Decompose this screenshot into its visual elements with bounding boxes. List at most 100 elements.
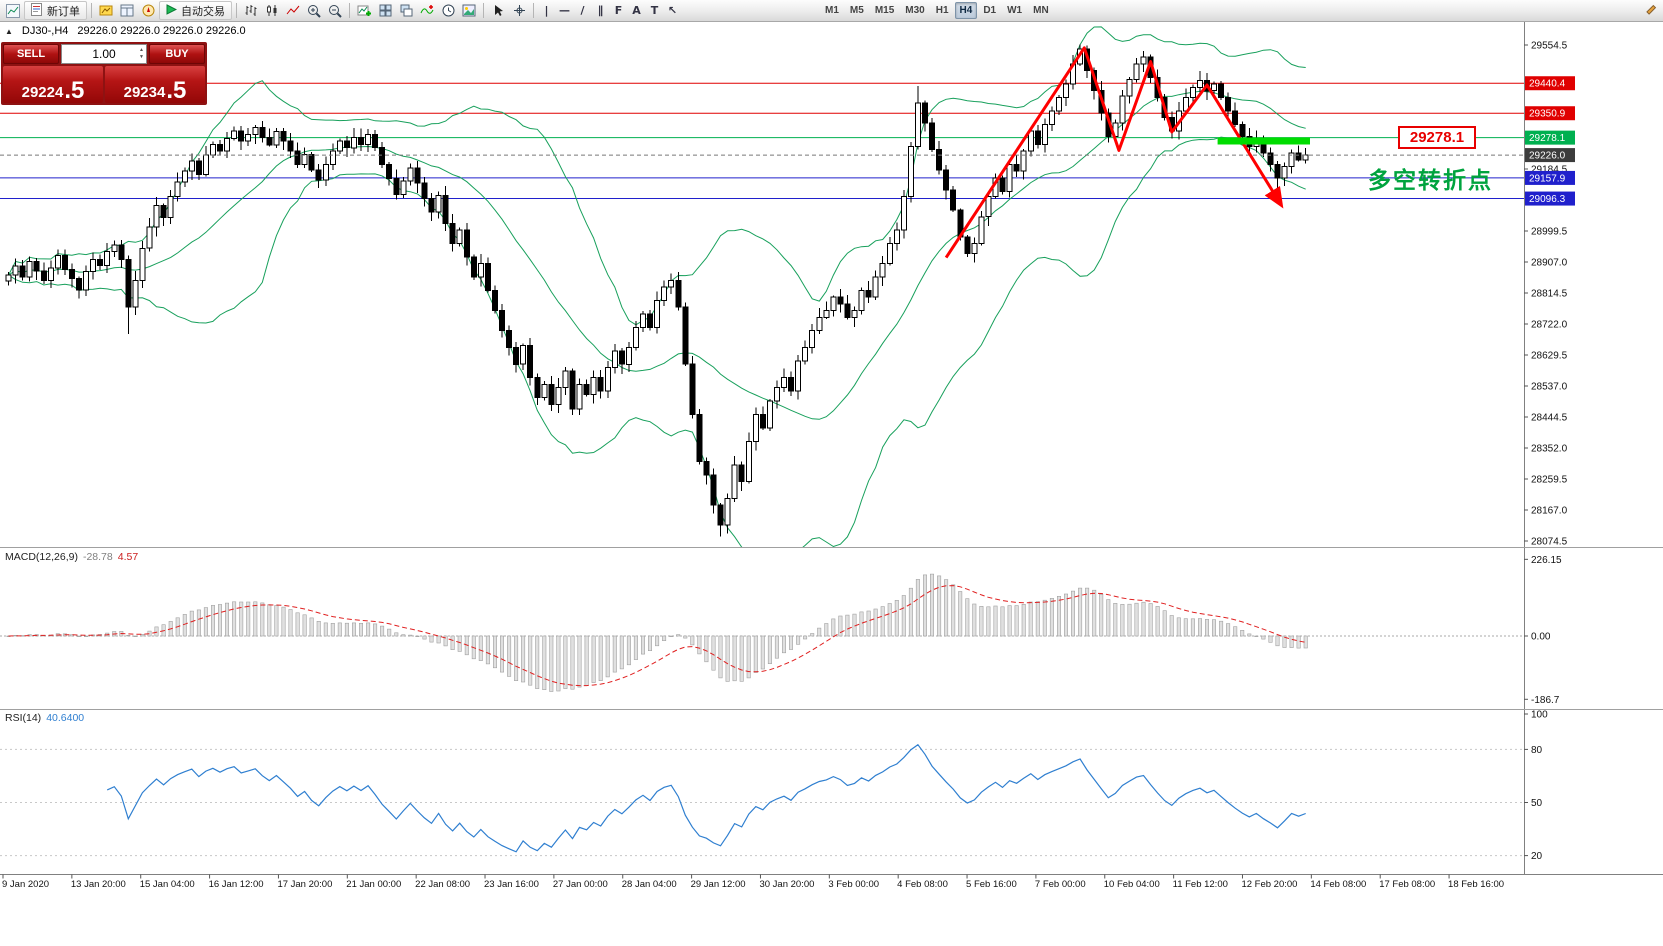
new-chart-icon[interactable] xyxy=(354,2,374,20)
candlestick-chart-icon[interactable] xyxy=(262,2,282,20)
toolbar-right-group xyxy=(1640,2,1660,20)
svg-text:29440.4: 29440.4 xyxy=(1529,79,1566,90)
tf-h4[interactable]: H4 xyxy=(954,2,978,19)
new-order-icon xyxy=(31,2,43,19)
sell-price-frac: .5 xyxy=(64,77,85,104)
new-order-button[interactable]: 新订单 xyxy=(24,1,87,20)
toolbar-separator xyxy=(533,3,534,18)
svg-text:29350.9: 29350.9 xyxy=(1529,109,1566,120)
line-chart-icon[interactable] xyxy=(283,2,303,20)
navigator-icon[interactable] xyxy=(138,2,158,20)
price-scale[interactable]: 29554.5 29184.5 28999.5 28907.0 28814.5 28722… xyxy=(1524,41,1575,548)
channel-tool-icon[interactable]: ∥ xyxy=(597,4,604,17)
svg-text:28722.0: 28722.0 xyxy=(1531,320,1568,331)
svg-text:28074.5: 28074.5 xyxy=(1531,537,1568,548)
edit-pencil-icon[interactable] xyxy=(1640,2,1660,20)
horizontal-line-tool-icon[interactable]: — xyxy=(559,4,570,17)
volume-spinner[interactable]: ▲ ▼ xyxy=(139,47,144,61)
svg-text:28259.5: 28259.5 xyxy=(1531,475,1568,486)
vertical-line-tool-icon[interactable]: | xyxy=(544,4,549,17)
cascade-windows-icon[interactable] xyxy=(396,2,416,20)
sell-button[interactable]: SELL xyxy=(3,44,59,64)
market-watch-icon[interactable] xyxy=(96,2,116,20)
time-scale[interactable]: 9 Jan 2020 13 Jan 20:00 15 Jan 04:00 16 Jan… xyxy=(2,874,1504,891)
svg-text:29 Jan 12:00: 29 Jan 12:00 xyxy=(691,879,746,890)
volume-value: 1.00 xyxy=(92,47,116,61)
buy-price-int: 29234 xyxy=(123,84,166,101)
svg-text:29554.5: 29554.5 xyxy=(1531,41,1568,52)
ohlc-values: 29226.0 29226.0 29226.0 29226.0 xyxy=(77,25,246,37)
rsi-value: 40.6400 xyxy=(46,712,85,724)
svg-text:30 Jan 20:00: 30 Jan 20:00 xyxy=(759,879,814,890)
svg-text:17 Jan 20:00: 17 Jan 20:00 xyxy=(277,879,332,890)
indicators-icon[interactable] xyxy=(417,2,437,20)
templates-icon[interactable] xyxy=(459,2,479,20)
label-tool-icon[interactable]: T xyxy=(650,4,659,17)
tf-m5[interactable]: M5 xyxy=(845,2,869,19)
price-tag: 29350.9 xyxy=(1525,106,1575,121)
new-order-label: 新订单 xyxy=(47,5,80,18)
svg-text:28629.5: 28629.5 xyxy=(1531,351,1568,362)
tf-m1[interactable]: M1 xyxy=(820,2,844,19)
data-window-icon[interactable] xyxy=(117,2,137,20)
fibonacci-tool-icon[interactable]: F xyxy=(614,4,623,17)
svg-text:27 Jan 00:00: 27 Jan 00:00 xyxy=(553,879,608,890)
svg-text:23 Jan 16:00: 23 Jan 16:00 xyxy=(484,879,539,890)
svg-text:28352.0: 28352.0 xyxy=(1531,444,1568,455)
svg-text:29226.0: 29226.0 xyxy=(1529,151,1566,162)
zoom-in-icon[interactable] xyxy=(304,2,324,20)
svg-text:28537.0: 28537.0 xyxy=(1531,382,1568,393)
price-level-callout[interactable]: 29278.1 xyxy=(1398,126,1476,149)
svg-text:4 Feb 08:00: 4 Feb 08:00 xyxy=(897,879,948,890)
tf-mn[interactable]: MN xyxy=(1028,2,1054,19)
volume-input[interactable]: 1.00 ▲ ▼ xyxy=(61,44,147,64)
horizontal-level-lines[interactable] xyxy=(0,82,1524,200)
window-menu-icon[interactable] xyxy=(3,2,23,20)
trendline-tool-icon[interactable]: / xyxy=(580,4,585,17)
tf-w1[interactable]: W1 xyxy=(1002,2,1027,19)
sell-price-int: 29224 xyxy=(21,84,64,101)
toolbar-separator xyxy=(236,3,237,18)
spin-up-icon[interactable]: ▲ xyxy=(139,47,144,53)
breakout-level-bar[interactable] xyxy=(1217,137,1310,145)
zoom-out-icon[interactable] xyxy=(325,2,345,20)
cursor-icon[interactable] xyxy=(488,2,508,20)
svg-text:14 Feb 08:00: 14 Feb 08:00 xyxy=(1310,879,1366,890)
svg-text:28907.0: 28907.0 xyxy=(1531,258,1568,269)
tf-h1[interactable]: H1 xyxy=(931,2,954,19)
toolbar: 新订单 自动交易 xyxy=(0,0,1663,22)
tile-windows-icon[interactable] xyxy=(375,2,395,20)
rsi-indicator-label: RSI(14) 40.6400 xyxy=(5,712,84,724)
text-tool-icon[interactable]: A xyxy=(632,4,641,17)
svg-text:29096.3: 29096.3 xyxy=(1529,194,1566,205)
crosshair-icon[interactable] xyxy=(509,2,529,20)
svg-text:18 Feb 16:00: 18 Feb 16:00 xyxy=(1448,879,1504,890)
macd-main-value: -28.78 xyxy=(82,551,113,563)
buy-price-box[interactable]: 29234.5 xyxy=(105,66,205,103)
tf-d1[interactable]: D1 xyxy=(978,2,1001,19)
macd-signal-line xyxy=(8,585,1306,687)
tf-m15[interactable]: M15 xyxy=(870,2,899,19)
autotrade-label: 自动交易 xyxy=(181,5,225,18)
trend-zigzag-arrow[interactable] xyxy=(944,46,1284,259)
autotrade-button[interactable]: 自动交易 xyxy=(159,1,232,20)
arrows-tool-icon[interactable]: ↖ xyxy=(667,4,678,17)
svg-text:29278.1: 29278.1 xyxy=(1529,133,1566,144)
candlestick-series xyxy=(5,44,1309,537)
svg-text:9 Jan 2020: 9 Jan 2020 xyxy=(2,879,49,890)
svg-text:226.15: 226.15 xyxy=(1531,555,1562,566)
tf-m30[interactable]: M30 xyxy=(900,2,929,19)
bars-chart-icon[interactable] xyxy=(241,2,261,20)
svg-text:28999.5: 28999.5 xyxy=(1531,227,1568,238)
spin-down-icon[interactable]: ▼ xyxy=(139,54,144,60)
collapse-triangle-icon[interactable]: ▲ xyxy=(5,26,13,36)
periods-clock-icon[interactable] xyxy=(438,2,458,20)
rsi-line xyxy=(106,743,1306,853)
svg-text:28444.5: 28444.5 xyxy=(1531,413,1568,424)
svg-text:29157.9: 29157.9 xyxy=(1529,173,1566,184)
buy-button[interactable]: BUY xyxy=(149,44,205,64)
sell-price-box[interactable]: 29224.5 xyxy=(3,66,103,103)
macd-signal-value: 4.57 xyxy=(117,551,139,563)
